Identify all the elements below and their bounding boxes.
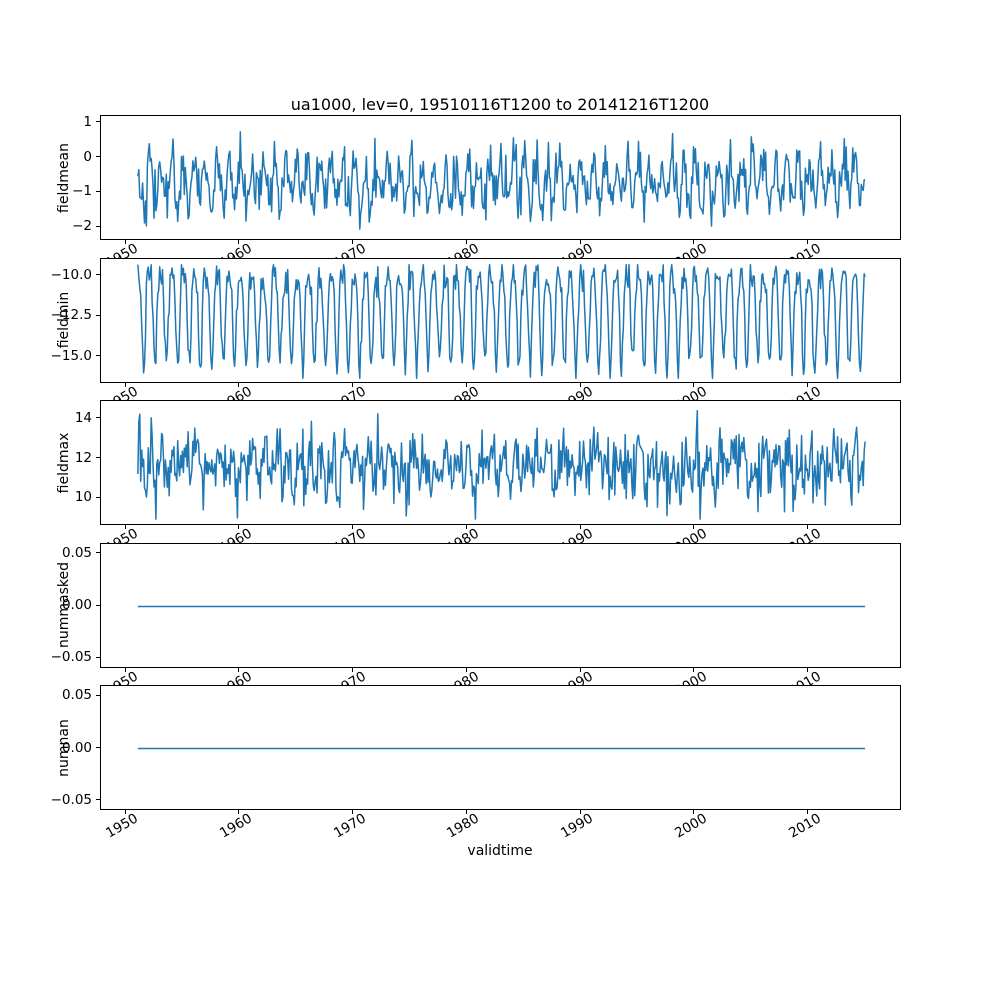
y-tick-mark bbox=[96, 604, 100, 606]
y-tick-mark bbox=[96, 190, 100, 192]
y-tick-mark bbox=[96, 656, 100, 658]
y-tick-mark bbox=[96, 747, 100, 748]
x-tick-mark bbox=[124, 240, 126, 244]
x-tick-mark bbox=[465, 667, 467, 672]
y-tick-label: −12.5 bbox=[50, 307, 92, 324]
y-tick-mark bbox=[96, 274, 100, 276]
y-tick-label: 0.00 bbox=[61, 597, 92, 613]
x-tick-mark bbox=[352, 525, 354, 529]
y-tick-mark bbox=[96, 457, 100, 459]
series-path-fieldmax bbox=[136, 409, 866, 520]
x-tick-mark bbox=[124, 810, 126, 814]
x-axis-label: validtime bbox=[467, 843, 533, 859]
x-tick-label: 2010 bbox=[785, 810, 824, 842]
x-tick-mark bbox=[238, 810, 240, 814]
x-tick-mark bbox=[579, 667, 581, 672]
series-path-fieldmean bbox=[136, 131, 865, 230]
y-tick-mark bbox=[96, 355, 100, 357]
x-tick-mark bbox=[238, 382, 240, 387]
x-tick-mark bbox=[807, 810, 809, 814]
y-tick-label: −2 bbox=[72, 218, 92, 235]
x-tick-mark bbox=[465, 382, 467, 387]
series-line-fieldmean bbox=[136, 131, 865, 230]
series-line-numnan bbox=[137, 747, 865, 750]
series-line-fieldmin bbox=[136, 263, 866, 379]
x-tick-mark bbox=[465, 240, 467, 244]
y-tick-mark bbox=[96, 799, 100, 801]
x-tick-label: 2000 bbox=[672, 810, 710, 842]
y-tick-mark bbox=[96, 156, 100, 158]
y-tick-mark bbox=[96, 694, 100, 696]
y-tick-label: 1 bbox=[83, 113, 92, 130]
x-tick-mark bbox=[238, 240, 240, 244]
series-path-fieldmin bbox=[136, 263, 866, 379]
x-tick-mark bbox=[807, 667, 809, 672]
y-tick-label: 14 bbox=[74, 409, 92, 426]
x-tick-mark bbox=[352, 240, 354, 244]
x-tick-mark bbox=[124, 667, 126, 672]
x-tick-mark bbox=[465, 525, 467, 529]
series-line-fieldmax bbox=[136, 409, 866, 520]
x-tick-mark bbox=[807, 240, 809, 244]
x-tick-mark bbox=[238, 525, 240, 529]
x-tick-mark bbox=[693, 525, 695, 529]
x-tick-mark bbox=[465, 810, 467, 814]
x-tick-mark bbox=[579, 810, 581, 814]
x-tick-mark bbox=[693, 382, 695, 387]
y-tick-label: −0.05 bbox=[50, 791, 92, 808]
y-tick-mark bbox=[96, 552, 100, 554]
y-tick-label: 0.05 bbox=[61, 687, 92, 704]
chart-title: ua1000, lev=0, 19510116T1200 to 20141216… bbox=[290, 95, 710, 114]
x-tick-mark bbox=[579, 240, 581, 244]
y-tick-mark bbox=[96, 496, 100, 498]
y-tick-label: 10 bbox=[74, 489, 92, 506]
x-tick-mark bbox=[579, 525, 581, 529]
y-tick-mark bbox=[96, 417, 100, 419]
x-tick-mark bbox=[352, 667, 354, 672]
y-tick-label: −0.05 bbox=[50, 649, 92, 666]
subplot-axes-numnan bbox=[99, 685, 901, 810]
y-tick-mark bbox=[96, 225, 100, 227]
subplot-axes-fieldmin bbox=[99, 257, 901, 383]
x-tick-mark bbox=[693, 240, 695, 244]
y-tick-label: −1 bbox=[72, 183, 92, 200]
x-tick-mark bbox=[352, 382, 354, 387]
y-tick-label: 0.00 bbox=[61, 739, 92, 756]
series-line-nummasked bbox=[137, 605, 865, 607]
x-tick-mark bbox=[579, 382, 581, 387]
x-tick-label: 1980 bbox=[444, 810, 483, 842]
subplot-axes-nummasked bbox=[99, 542, 901, 668]
x-tick-mark bbox=[807, 382, 809, 387]
x-tick-mark bbox=[124, 525, 126, 529]
y-tick-label: −10.0 bbox=[50, 266, 92, 283]
x-tick-mark bbox=[807, 525, 809, 529]
y-tick-mark bbox=[96, 314, 100, 316]
x-tick-mark bbox=[124, 382, 126, 387]
y-tick-label: −15.0 bbox=[50, 347, 92, 364]
subplot-axes-fieldmean bbox=[99, 115, 901, 240]
y-tick-label: 0.05 bbox=[61, 544, 92, 561]
x-tick-mark bbox=[352, 810, 354, 814]
subplot-axes-fieldmax bbox=[99, 400, 901, 525]
x-tick-label: 1950 bbox=[103, 810, 141, 842]
y-tick-mark bbox=[96, 121, 100, 123]
x-tick-label: 1990 bbox=[558, 810, 597, 842]
y-tick-label: 12 bbox=[74, 449, 92, 466]
x-tick-mark bbox=[238, 667, 240, 672]
x-tick-label: 1960 bbox=[216, 810, 255, 842]
y-tick-label: 0 bbox=[83, 148, 92, 165]
x-tick-mark bbox=[693, 810, 695, 814]
x-tick-label: 1970 bbox=[330, 810, 369, 842]
x-tick-mark bbox=[693, 667, 695, 672]
